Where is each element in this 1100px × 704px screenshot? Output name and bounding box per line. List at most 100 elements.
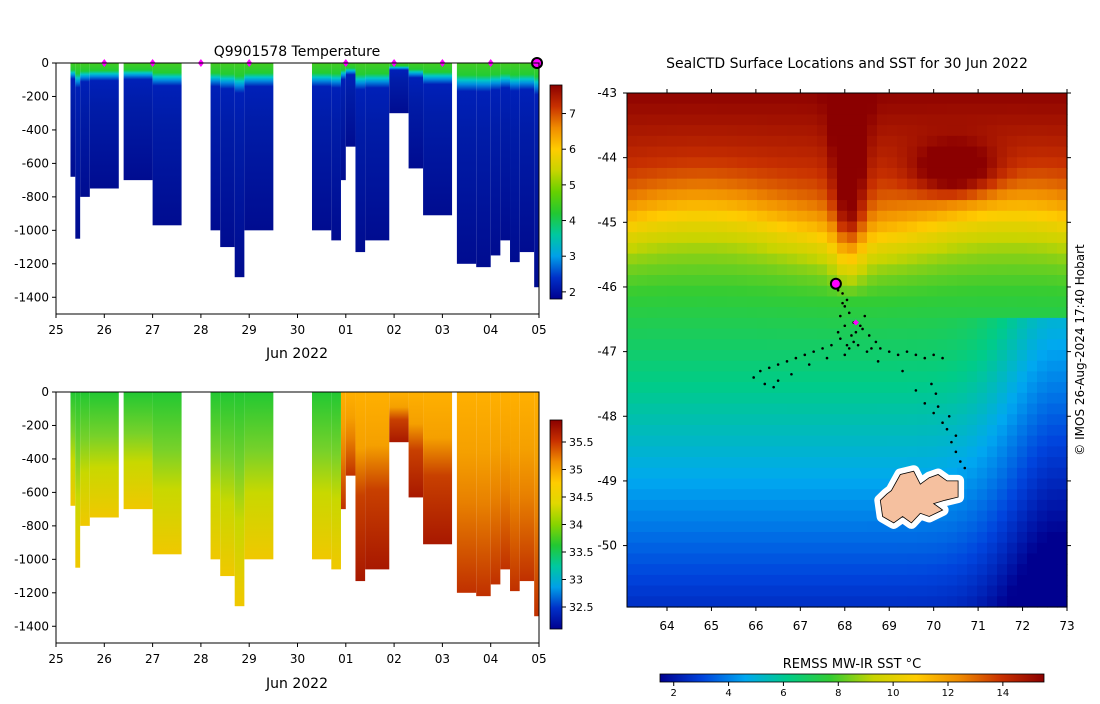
sst-cell <box>957 424 968 437</box>
sst-cell <box>847 596 858 608</box>
sst-cell <box>627 178 638 190</box>
sst-cell <box>807 457 818 469</box>
sst-cell <box>877 328 888 340</box>
sst-cell <box>747 253 758 265</box>
sst-cell <box>817 457 828 469</box>
sst-cell <box>1047 499 1058 512</box>
sst-cell <box>1047 553 1058 565</box>
sst-cell <box>997 403 1008 415</box>
sst-cell <box>947 221 958 233</box>
sst-cell <box>787 564 798 576</box>
sst-cell <box>647 521 658 533</box>
sst-cell <box>1057 435 1068 447</box>
sst-cell <box>827 242 838 255</box>
sst-cell <box>987 489 998 501</box>
sst-cell <box>797 510 808 522</box>
sst-cell <box>837 457 848 469</box>
sst-cell <box>1037 424 1048 437</box>
sst-cell <box>807 510 818 522</box>
sst-cell <box>627 167 638 180</box>
temperature-colorbar <box>549 84 563 300</box>
sst-cell <box>717 296 728 308</box>
sst-cell <box>707 114 718 126</box>
sst-cell <box>787 232 798 244</box>
sst-cell <box>1017 574 1028 587</box>
sst-cell <box>937 553 948 565</box>
sst-cell <box>827 467 838 480</box>
sst-cell <box>1027 489 1038 501</box>
sst-cell <box>727 596 738 608</box>
sst-cell <box>637 317 648 330</box>
sst-cell <box>847 253 858 265</box>
sst-cell <box>657 200 668 212</box>
x-tick-label: 03 <box>435 652 450 666</box>
sst-cell <box>1047 564 1058 576</box>
sst-cell <box>727 510 738 522</box>
sst-cell <box>887 467 898 480</box>
sst-cell <box>807 350 818 362</box>
sst-cell <box>1057 382 1068 394</box>
sst-cell <box>717 532 728 544</box>
sst-cell <box>957 307 968 319</box>
sst-cell <box>947 553 958 565</box>
sst-cell <box>767 103 778 116</box>
sst-cell <box>1017 457 1028 469</box>
sst-cell <box>717 189 728 201</box>
sst-cell <box>947 360 958 373</box>
sst-cell <box>807 478 818 490</box>
sst-cell <box>917 328 928 340</box>
sst-cell <box>977 521 988 533</box>
sst-cell <box>987 574 998 587</box>
sst-colorbar-tick-label: 6 <box>780 688 786 699</box>
colorbar-tick-label: 5 <box>569 179 576 192</box>
sst-cell <box>687 478 698 490</box>
sst-cell <box>967 328 978 340</box>
salinity-profile-column <box>389 392 409 443</box>
sst-cell <box>647 532 658 544</box>
sst-cell <box>967 553 978 565</box>
sst-cell <box>767 189 778 201</box>
sst-cell <box>1057 478 1068 490</box>
y-tick-label: -1200 <box>14 586 49 600</box>
track-point <box>950 440 953 444</box>
sst-cell <box>737 221 748 233</box>
sst-cell <box>887 424 898 437</box>
sst-cell <box>1037 221 1048 233</box>
sst-cell <box>957 371 968 383</box>
temperature-x-label: Jun 2022 <box>265 346 328 362</box>
sst-cell <box>687 189 698 201</box>
sst-cell <box>837 157 848 169</box>
temperature-profile-column <box>123 63 153 181</box>
sst-cell <box>877 392 888 405</box>
sst-cell <box>777 285 788 298</box>
sst-cell <box>857 93 868 105</box>
sst-cell <box>907 232 918 244</box>
sst-cell <box>687 114 698 126</box>
sst-cell <box>1007 360 1018 373</box>
sst-cell <box>647 585 658 597</box>
sst-cell <box>647 307 658 319</box>
sst-cell <box>987 392 998 405</box>
sst-cell <box>867 242 878 255</box>
track-point <box>941 421 944 425</box>
sst-cell <box>837 135 848 148</box>
sst-cell <box>717 114 728 126</box>
sst-cell <box>957 542 968 555</box>
sst-cell <box>917 200 928 212</box>
sst-cell <box>687 424 698 437</box>
sst-cell <box>1007 135 1018 148</box>
sst-cell <box>937 178 948 190</box>
sst-cell <box>997 146 1008 158</box>
sst-cell <box>767 360 778 373</box>
sst-cell <box>917 221 928 233</box>
sst-cell <box>1047 146 1058 158</box>
sst-cell <box>857 489 868 501</box>
sst-cell <box>997 435 1008 447</box>
sst-cell <box>807 499 818 512</box>
sst-cell <box>687 392 698 405</box>
lon-tick-label: 70 <box>926 619 941 633</box>
y-tick-label: 0 <box>41 56 49 70</box>
sst-cell <box>667 167 678 180</box>
sst-cell <box>707 521 718 533</box>
sst-cell <box>817 574 828 587</box>
